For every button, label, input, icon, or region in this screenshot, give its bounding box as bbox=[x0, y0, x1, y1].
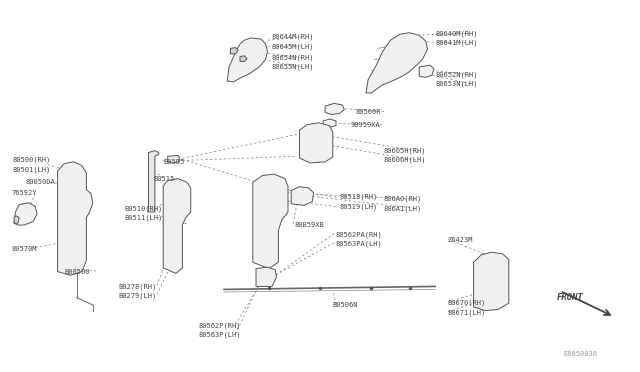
Polygon shape bbox=[291, 187, 314, 205]
Polygon shape bbox=[366, 33, 428, 93]
Text: B0510(RH): B0510(RH) bbox=[125, 205, 163, 212]
Text: 80563P(LH): 80563P(LH) bbox=[198, 331, 241, 338]
Text: B0506N: B0506N bbox=[333, 302, 358, 308]
Polygon shape bbox=[230, 48, 238, 54]
Text: 80640M(RH): 80640M(RH) bbox=[435, 30, 477, 37]
Text: 80606H(LH): 80606H(LH) bbox=[384, 157, 426, 163]
Text: 76592Y: 76592Y bbox=[12, 190, 37, 196]
Text: 80653N(LH): 80653N(LH) bbox=[435, 80, 477, 87]
Text: 80605H(RH): 80605H(RH) bbox=[384, 147, 426, 154]
Text: 806A1(LH): 806A1(LH) bbox=[384, 205, 422, 212]
Polygon shape bbox=[14, 216, 19, 223]
Text: 80500R: 80500R bbox=[355, 109, 381, 115]
Polygon shape bbox=[300, 123, 333, 163]
Text: 80563PA(LH): 80563PA(LH) bbox=[336, 240, 383, 247]
Text: B0279(LH): B0279(LH) bbox=[118, 292, 157, 299]
Polygon shape bbox=[163, 179, 191, 273]
Text: Z6423M: Z6423M bbox=[448, 237, 474, 243]
Text: 80B59XB: 80B59XB bbox=[294, 222, 324, 228]
Text: 80655N(LH): 80655N(LH) bbox=[272, 64, 314, 70]
Polygon shape bbox=[148, 151, 159, 212]
Text: 80644M(RH): 80644M(RH) bbox=[272, 34, 314, 41]
Text: E8050036: E8050036 bbox=[563, 351, 597, 357]
Text: 80562P(RH): 80562P(RH) bbox=[198, 322, 241, 329]
Polygon shape bbox=[325, 103, 344, 115]
Text: 80570M: 80570M bbox=[12, 246, 37, 252]
Polygon shape bbox=[227, 38, 268, 82]
Text: 80500(RH): 80500(RH) bbox=[13, 157, 51, 163]
Text: 80671(LH): 80671(LH) bbox=[448, 309, 486, 316]
Text: 80519(LH): 80519(LH) bbox=[339, 203, 378, 210]
Text: 80518(RH): 80518(RH) bbox=[339, 194, 378, 201]
Text: B00500: B00500 bbox=[64, 269, 90, 275]
Text: 80501(LH): 80501(LH) bbox=[13, 166, 51, 173]
Text: 80645M(LH): 80645M(LH) bbox=[272, 43, 314, 50]
Text: 80654N(RH): 80654N(RH) bbox=[272, 54, 314, 61]
Polygon shape bbox=[240, 56, 247, 61]
Polygon shape bbox=[256, 267, 276, 286]
Text: 90959XA: 90959XA bbox=[351, 122, 380, 128]
Polygon shape bbox=[323, 119, 336, 127]
Polygon shape bbox=[58, 162, 93, 275]
Text: 80641M(LH): 80641M(LH) bbox=[435, 39, 477, 46]
Text: B0511(LH): B0511(LH) bbox=[125, 214, 163, 221]
Text: FRONT: FRONT bbox=[557, 293, 584, 302]
Text: 80050DA: 80050DA bbox=[26, 179, 55, 185]
Text: 806A0(RH): 806A0(RH) bbox=[384, 196, 422, 202]
Text: 80562PA(RH): 80562PA(RH) bbox=[336, 231, 383, 238]
Polygon shape bbox=[14, 203, 37, 225]
Text: 80670(RH): 80670(RH) bbox=[448, 300, 486, 307]
Text: B0278(RH): B0278(RH) bbox=[118, 283, 157, 290]
Text: B0515: B0515 bbox=[154, 176, 175, 182]
Polygon shape bbox=[419, 65, 434, 77]
Text: 80652N(RH): 80652N(RH) bbox=[435, 71, 477, 78]
Polygon shape bbox=[168, 155, 179, 163]
Polygon shape bbox=[253, 174, 288, 269]
Text: B0595: B0595 bbox=[163, 159, 184, 165]
Polygon shape bbox=[474, 252, 509, 311]
